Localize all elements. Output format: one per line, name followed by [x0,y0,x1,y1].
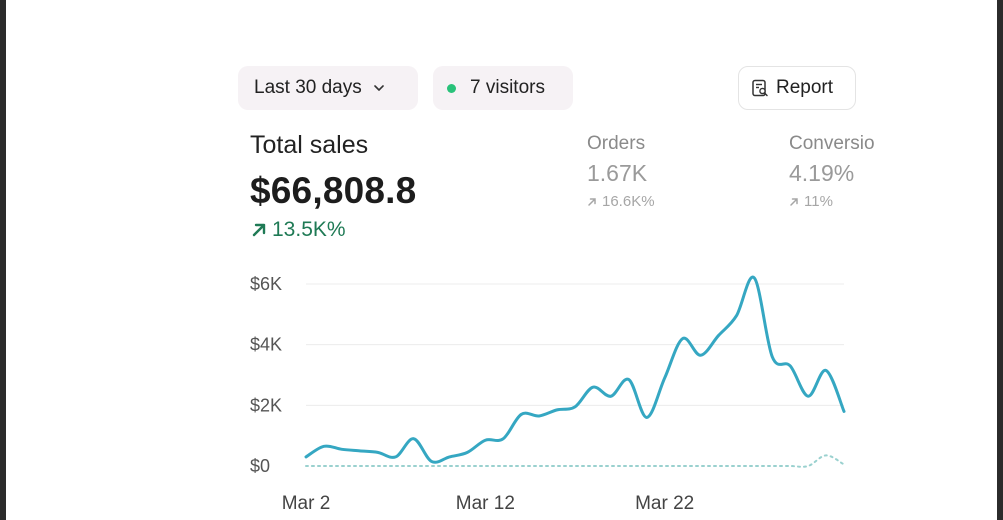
visitors-count: 7 visitors [470,77,545,98]
y-tick-label: $6K [250,274,282,294]
sales-line-chart: $0 $2K $4K $6K Mar 2 Mar 12 Mar 22 [250,274,846,514]
total-sales-change-value: 13.5K% [272,218,346,241]
sales-series-line [304,275,846,464]
orders-change-value: 16.6K% [602,193,655,210]
total-sales-value: $66,808.8 [250,170,417,211]
date-range-dropdown[interactable]: Last 30 days [238,66,418,110]
y-tick-label: $0 [250,456,270,476]
orders-label: Orders [587,133,646,154]
x-tick-label: Mar 22 [635,493,694,514]
report-icon [752,79,768,97]
x-tick-label: Mar 12 [456,493,515,514]
conversion-change-value: 11% [804,193,833,210]
trend-up-icon [790,197,798,206]
orders-change: 16.6K% [587,193,655,210]
comparison-series-line [305,454,845,468]
date-range-label: Last 30 days [254,77,362,98]
x-tick-label: Mar 2 [282,493,331,514]
report-label: Report [776,77,834,98]
live-visitors-badge[interactable]: 7 visitors [433,66,573,110]
conversion-change: 11% [789,193,833,210]
report-button[interactable]: Report [738,66,856,110]
y-tick-label: $4K [250,335,282,355]
total-sales-label: Total sales [250,131,369,159]
trend-up-icon [252,223,266,237]
live-status-dot [447,83,456,93]
analytics-card: Last 30 days 7 visitors Report Total sal… [6,0,997,520]
chevron-down-icon [373,85,384,91]
trend-up-icon [588,197,596,206]
total-sales-change: 13.5K% [250,218,346,242]
conversion-label: Conversio [789,133,875,154]
y-tick-label: $2K [250,395,282,415]
conversion-value: 4.19% [789,160,855,186]
orders-value: 1.67K [587,160,648,186]
